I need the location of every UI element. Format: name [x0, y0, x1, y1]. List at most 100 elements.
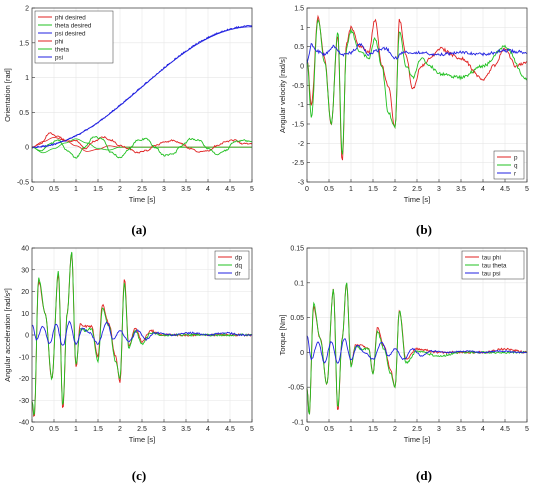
legend-label: r: [514, 170, 516, 177]
legend-box: [34, 10, 114, 64]
x-axis-label: Time [s]: [129, 195, 155, 204]
x-tick-label: 3.5: [181, 186, 191, 193]
x-tick-label: 2: [118, 186, 122, 193]
y-tick-label: -0.05: [288, 385, 304, 392]
x-tick-label: 5: [250, 186, 254, 193]
legend-label: theta desired: [55, 22, 92, 29]
y-tick-label: 0: [25, 145, 29, 152]
x-tick-label: 2.5: [412, 186, 422, 193]
y-tick-label: 1.5: [19, 40, 29, 47]
x-tick-label: 1.5: [368, 186, 378, 193]
x-tick-label: 0.5: [324, 186, 334, 193]
x-tick-label: 0.5: [324, 426, 334, 433]
series-line-r: [306, 42, 528, 64]
legend-label: tau phi: [482, 254, 501, 261]
series-line-tau-psi: [306, 335, 528, 364]
y-axis-label: Angular acceleration [rad/s²]: [3, 288, 12, 382]
legend-label: p: [514, 154, 518, 161]
series-line-q: [306, 18, 528, 155]
legend-label: q: [514, 162, 518, 169]
x-tick-label: 4: [206, 186, 210, 193]
x-tick-label: 2: [393, 186, 397, 193]
x-tick-label: 5: [250, 426, 254, 433]
y-tick-label: 20: [21, 289, 29, 296]
axes-frame: [31, 247, 253, 423]
x-tick-label: 1: [349, 426, 353, 433]
legend-label: dr: [235, 270, 241, 277]
chart-panel-d: 0 0.5 1 1.5 2 2.5 3 3.5 4 4.5 5 -0.1 -0.05 0 0.05 0.1 0.…: [278, 246, 529, 445]
x-tick-label: 4: [206, 426, 210, 433]
x-tick-label: 2: [393, 426, 397, 433]
y-tick-label: -20: [19, 376, 29, 383]
x-tick-label: 0: [30, 426, 34, 433]
x-tick-label: 5: [525, 426, 529, 433]
x-tick-label: 3.5: [181, 426, 191, 433]
y-tick-label: 0.5: [19, 110, 29, 117]
x-axis-label: Time [s]: [404, 435, 430, 444]
y-tick-label: -30: [19, 398, 29, 405]
x-tick-label: 0.5: [49, 186, 59, 193]
y-axis-label: Torque [Nm]: [278, 315, 287, 356]
y-tick-label: -40: [19, 420, 29, 427]
caption-c: (c): [131, 468, 147, 483]
legend-label: dp: [235, 254, 243, 261]
x-axis-label: Time [s]: [404, 195, 430, 204]
x-tick-label: 1.5: [93, 426, 103, 433]
x-tick-label: 0: [30, 186, 34, 193]
legend-label: phi: [55, 38, 63, 45]
y-tick-label: 0.1: [294, 280, 304, 287]
x-tick-label: 3.5: [456, 186, 466, 193]
series-line-dq: [31, 251, 253, 416]
x-tick-label: 1: [74, 426, 78, 433]
x-tick-label: 4.5: [500, 186, 510, 193]
y-tick-label: -1: [298, 102, 304, 109]
series-line-tau-theta: [306, 282, 528, 415]
legend-label: psi desired: [55, 30, 86, 37]
axes-frame: [306, 7, 528, 183]
legend: pqr: [493, 150, 525, 180]
x-tick-label: 2.5: [137, 186, 147, 193]
y-axis-label: Orientation [rad]: [3, 68, 12, 122]
series-line-theta-desired: [31, 138, 252, 154]
x-tick-label: 1: [349, 186, 353, 193]
x-tick-label: 3: [437, 186, 441, 193]
legend-label: theta: [55, 46, 70, 53]
x-tick-label: 5: [525, 186, 529, 193]
x-tick-label: 4.5: [225, 426, 235, 433]
y-tick-label: -0.1: [292, 420, 304, 427]
x-tick-label: 3.5: [456, 426, 466, 433]
x-tick-label: 1.5: [368, 426, 378, 433]
y-tick-label: 1: [300, 25, 304, 32]
x-tick-label: 4.5: [225, 186, 235, 193]
legend-label: tau theta: [482, 262, 507, 269]
y-axis-label: Angular velocity [rad/s]: [278, 57, 287, 133]
y-tick-label: -0.5: [292, 83, 304, 90]
y-tick-label: 1.5: [294, 6, 304, 13]
y-tick-label: 0.05: [290, 315, 304, 322]
x-tick-label: 2.5: [137, 426, 147, 433]
legend-label: psi: [55, 54, 63, 61]
axes-frame: [31, 7, 253, 183]
y-tick-label: 10: [21, 311, 29, 318]
y-tick-label: -2.5: [292, 160, 304, 167]
x-tick-label: 0: [305, 186, 309, 193]
y-tick-label: -10: [19, 354, 29, 361]
axes-frame: [306, 247, 528, 423]
y-tick-label: -3: [298, 180, 304, 187]
x-tick-label: 4: [481, 186, 485, 193]
series-line-dr: [31, 320, 253, 346]
x-tick-label: 1.5: [93, 186, 103, 193]
series-line-phi: [31, 132, 253, 154]
legend-label: phi desired: [55, 14, 86, 21]
y-tick-label: 0: [300, 350, 304, 357]
legend-label: dq: [235, 262, 243, 269]
y-tick-label: 2: [25, 6, 29, 13]
caption-b: (b): [416, 222, 432, 237]
series-line-psi: [31, 25, 253, 149]
caption-a: (a): [131, 222, 147, 237]
